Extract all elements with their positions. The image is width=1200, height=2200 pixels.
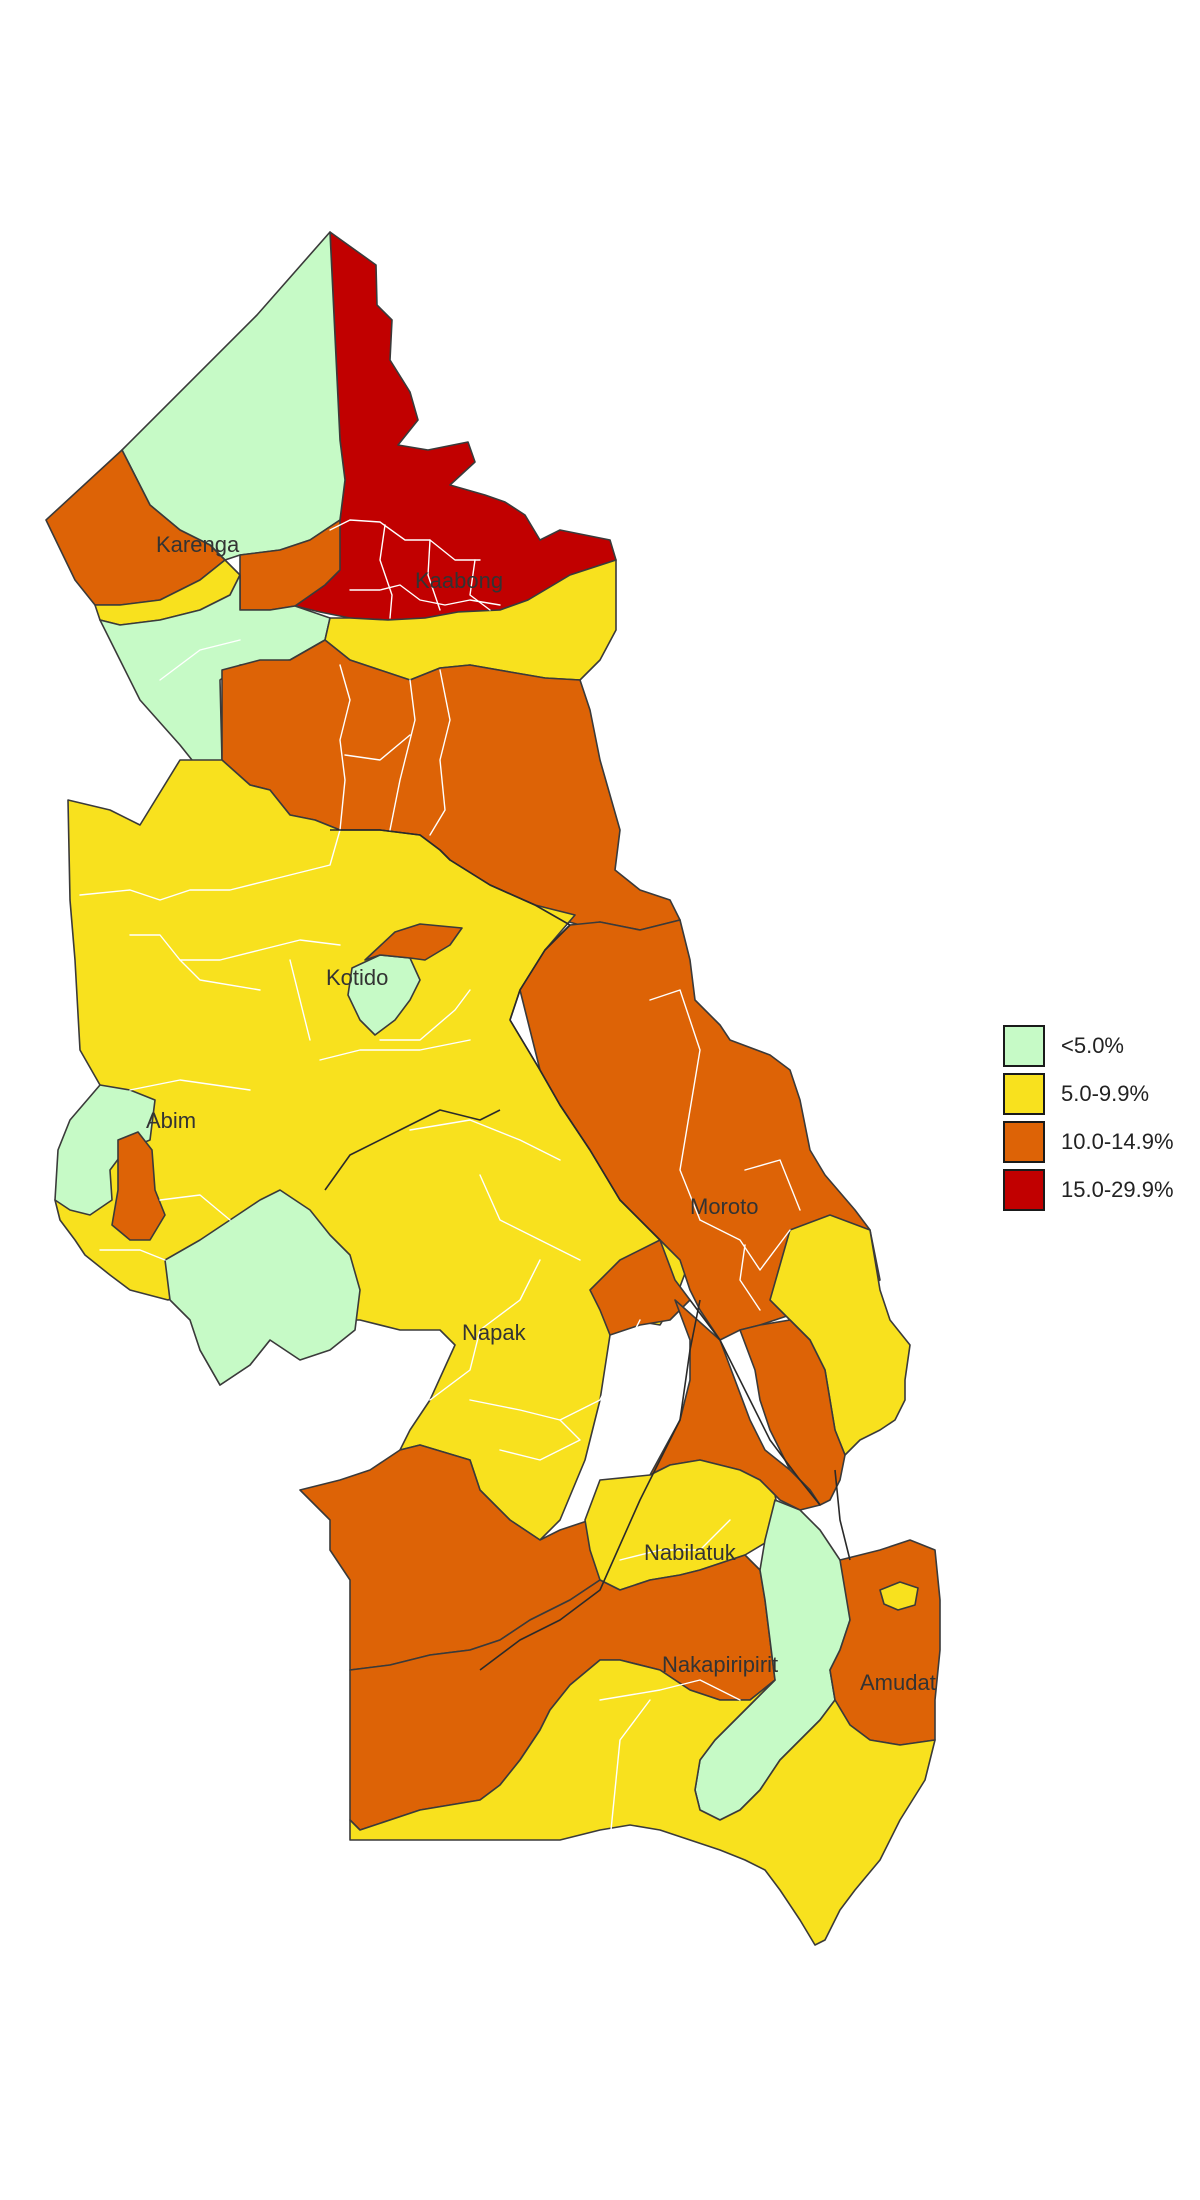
subcounty-line-kaabong-e (469, 559, 491, 611)
subcounty-line-abim-a (129, 1079, 251, 1091)
legend-label: 15.0-29.9% (1061, 1177, 1174, 1202)
label-kaabong: Kaabong (415, 568, 503, 593)
subcounty-line-napak-a (409, 1119, 561, 1161)
legend-swatch-yellow (1003, 1073, 1045, 1115)
label-kotido: Kotido (326, 965, 388, 990)
subcounty-line-nabilatuk-a (619, 1519, 731, 1561)
subcounty-line-north-a (339, 664, 351, 831)
label-karenga: Karenga (156, 532, 240, 557)
region-amudat-spot (879, 1581, 919, 1611)
label-amudat: Amudat (860, 1670, 936, 1695)
subcounty-line-abim-c (99, 1249, 166, 1261)
label-nakapiripirit: Nakapiripirit (662, 1652, 778, 1677)
legend-item: <5.0% (1003, 1022, 1193, 1070)
subcounty-line-abim-b (159, 1194, 231, 1221)
label-moroto: Moroto (690, 1194, 758, 1219)
legend-item: 15.0-29.9% (1003, 1166, 1193, 1214)
label-nabilatuk: Nabilatuk (644, 1540, 737, 1565)
subcounty-line-nakap-b (609, 1699, 651, 1841)
subcounty-line-napak-d (559, 1319, 641, 1421)
subcounty-line-kotido-a (79, 829, 341, 901)
region-kaabong-north (294, 231, 617, 621)
subcounty-line-karenga-a (159, 639, 241, 681)
district-border-nakap-amudat (834, 1469, 851, 1561)
subcounty-line-kotido-c (179, 959, 261, 991)
region-kotido-orange (364, 923, 463, 961)
legend-item: 10.0-14.9% (1003, 1118, 1193, 1166)
district-border-napak-south (479, 1299, 701, 1671)
legend-label: 5.0-9.9% (1061, 1081, 1150, 1106)
subcounty-line-napak-e (469, 1399, 581, 1461)
subcounty-line-napak-b (479, 1174, 581, 1261)
district-border-kotido-napak (509, 924, 571, 1021)
subcounty-line-kaabong-c (379, 524, 393, 619)
subcounty-line-moroto-b (699, 1219, 791, 1271)
subcounty-line-napak-c (429, 1259, 541, 1401)
subcounty-line-moroto-c (744, 1159, 801, 1211)
district-border-napak-interior (324, 1109, 501, 1191)
subcounty-line-kaabong-d (427, 539, 441, 611)
subcounty-line-kotido-b (129, 934, 341, 961)
subcounty-line-north-d (344, 734, 411, 761)
legend-swatch-orange (1003, 1121, 1045, 1163)
legend-swatch-light-green (1003, 1025, 1045, 1067)
subcounty-line-north-c (429, 669, 451, 836)
subcounty-line-moroto-d (739, 1244, 761, 1311)
subcounty-line-kaabong-b (349, 584, 501, 606)
legend: <5.0% 5.0-9.9% 10.0-14.9% 15.0-29.9% (1003, 1022, 1193, 1214)
district-border-kaabong-kotido (330, 829, 571, 926)
legend-item: 5.0-9.9% (1003, 1070, 1193, 1118)
subcounty-line-kaabong-a (329, 519, 481, 561)
district-border-moroto-nabilatuk (689, 1299, 821, 1506)
region-abim-green (54, 1084, 156, 1216)
legend-label: <5.0% (1061, 1033, 1124, 1058)
subcounty-line-kotido-f (319, 1039, 471, 1061)
label-napak: Napak (462, 1320, 527, 1345)
region-moroto-strip (739, 1319, 846, 1506)
region-abim-southeast (164, 1189, 361, 1386)
subcounty-line-nakap-a (599, 1679, 741, 1701)
subcounty-line-kotido-e (379, 989, 471, 1041)
subcounty-line-kotido-d (289, 959, 311, 1041)
subcounty-line-north-b (389, 679, 416, 831)
region-amudat (829, 1539, 941, 1746)
district-border-kotido-moroto (509, 1019, 661, 1241)
label-abim: Abim (146, 1108, 196, 1133)
legend-label: 10.0-14.9% (1061, 1129, 1174, 1154)
region-abim-orange (111, 1131, 166, 1241)
region-south-yellow (349, 1659, 936, 1946)
subcounty-line-moroto-a (649, 989, 701, 1221)
legend-swatch-red (1003, 1169, 1045, 1211)
